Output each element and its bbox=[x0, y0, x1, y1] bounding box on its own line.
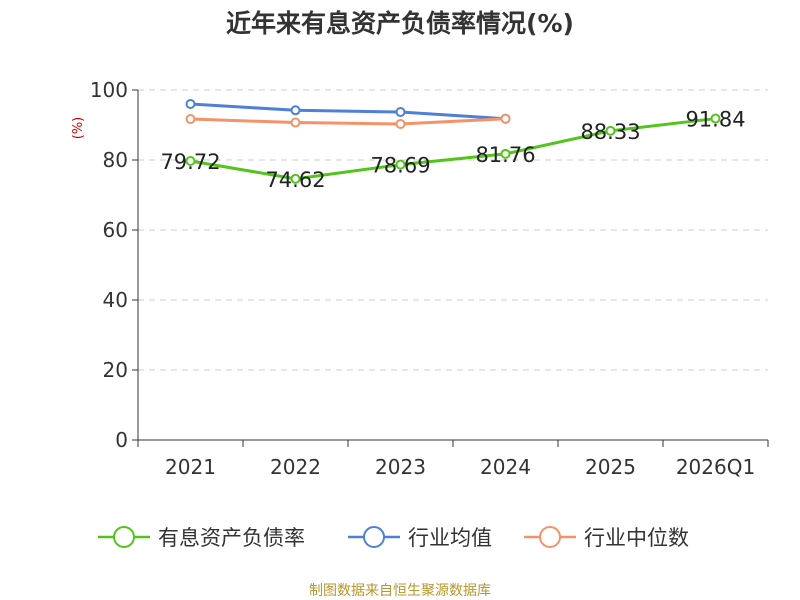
y-tick-label: 20 bbox=[103, 358, 128, 382]
data-point bbox=[290, 117, 301, 128]
legend-label: 有息资产负债率 bbox=[158, 526, 305, 550]
x-tick-label: 2025 bbox=[585, 455, 636, 479]
data-point bbox=[395, 159, 406, 170]
data-label: 78.69 bbox=[370, 154, 430, 178]
series-line bbox=[190, 117, 716, 181]
y-tick-label: 60 bbox=[103, 218, 128, 242]
source-note: 制图数据来自恒生聚源数据库 bbox=[309, 583, 491, 599]
data-point bbox=[185, 99, 196, 109]
x-tick-label: 2022 bbox=[270, 455, 321, 479]
series-line bbox=[190, 117, 506, 126]
x-tick-label: 2026Q1 bbox=[676, 455, 755, 479]
y-tick-label: 40 bbox=[103, 288, 128, 312]
chart-title: 近年来有息资产负债率情况(%) bbox=[226, 9, 574, 38]
data-label: 81.76 bbox=[475, 143, 535, 167]
legend-label: 行业中位数 bbox=[584, 526, 689, 550]
series-line bbox=[190, 102, 506, 121]
tick-labels: 0 20 40 60 80 100 2021 2022 2023 2024 2025 2026Q1 (%… bbox=[71, 78, 755, 479]
series-lines bbox=[185, 99, 721, 184]
data-point bbox=[185, 114, 196, 125]
data-label: 91.84 bbox=[685, 108, 745, 132]
x-tick-label: 2024 bbox=[480, 455, 531, 479]
x-tick-label: 2023 bbox=[375, 455, 426, 479]
data-labels: 79.72 74.62 78.69 81.76 88.33 91.84 bbox=[160, 108, 745, 192]
data-point bbox=[710, 113, 721, 124]
data-label: 88.33 bbox=[580, 120, 640, 144]
legend-label: 行业均值 bbox=[408, 526, 492, 550]
data-label: 79.72 bbox=[160, 150, 220, 174]
data-point bbox=[290, 105, 301, 116]
data-point bbox=[605, 125, 616, 136]
y-tick-label: 100 bbox=[90, 78, 128, 102]
legend-marker bbox=[363, 526, 385, 548]
grid-lines bbox=[138, 89, 768, 371]
data-label: 74.62 bbox=[265, 168, 325, 192]
y-axis-label: (%) bbox=[71, 117, 86, 140]
y-tick-label: 0 bbox=[115, 428, 128, 452]
data-point bbox=[500, 113, 511, 124]
data-point bbox=[185, 155, 196, 166]
axes bbox=[132, 89, 769, 447]
data-point bbox=[395, 107, 406, 118]
legend-marker bbox=[539, 526, 561, 548]
data-point bbox=[500, 148, 511, 159]
data-point bbox=[395, 118, 406, 129]
data-point bbox=[290, 173, 301, 184]
x-tick-label: 2021 bbox=[165, 455, 216, 479]
legend-marker bbox=[113, 526, 135, 548]
legend: 有息资产负债率 行业均值 行业中位数 bbox=[98, 526, 689, 550]
y-tick-label: 80 bbox=[103, 148, 128, 172]
